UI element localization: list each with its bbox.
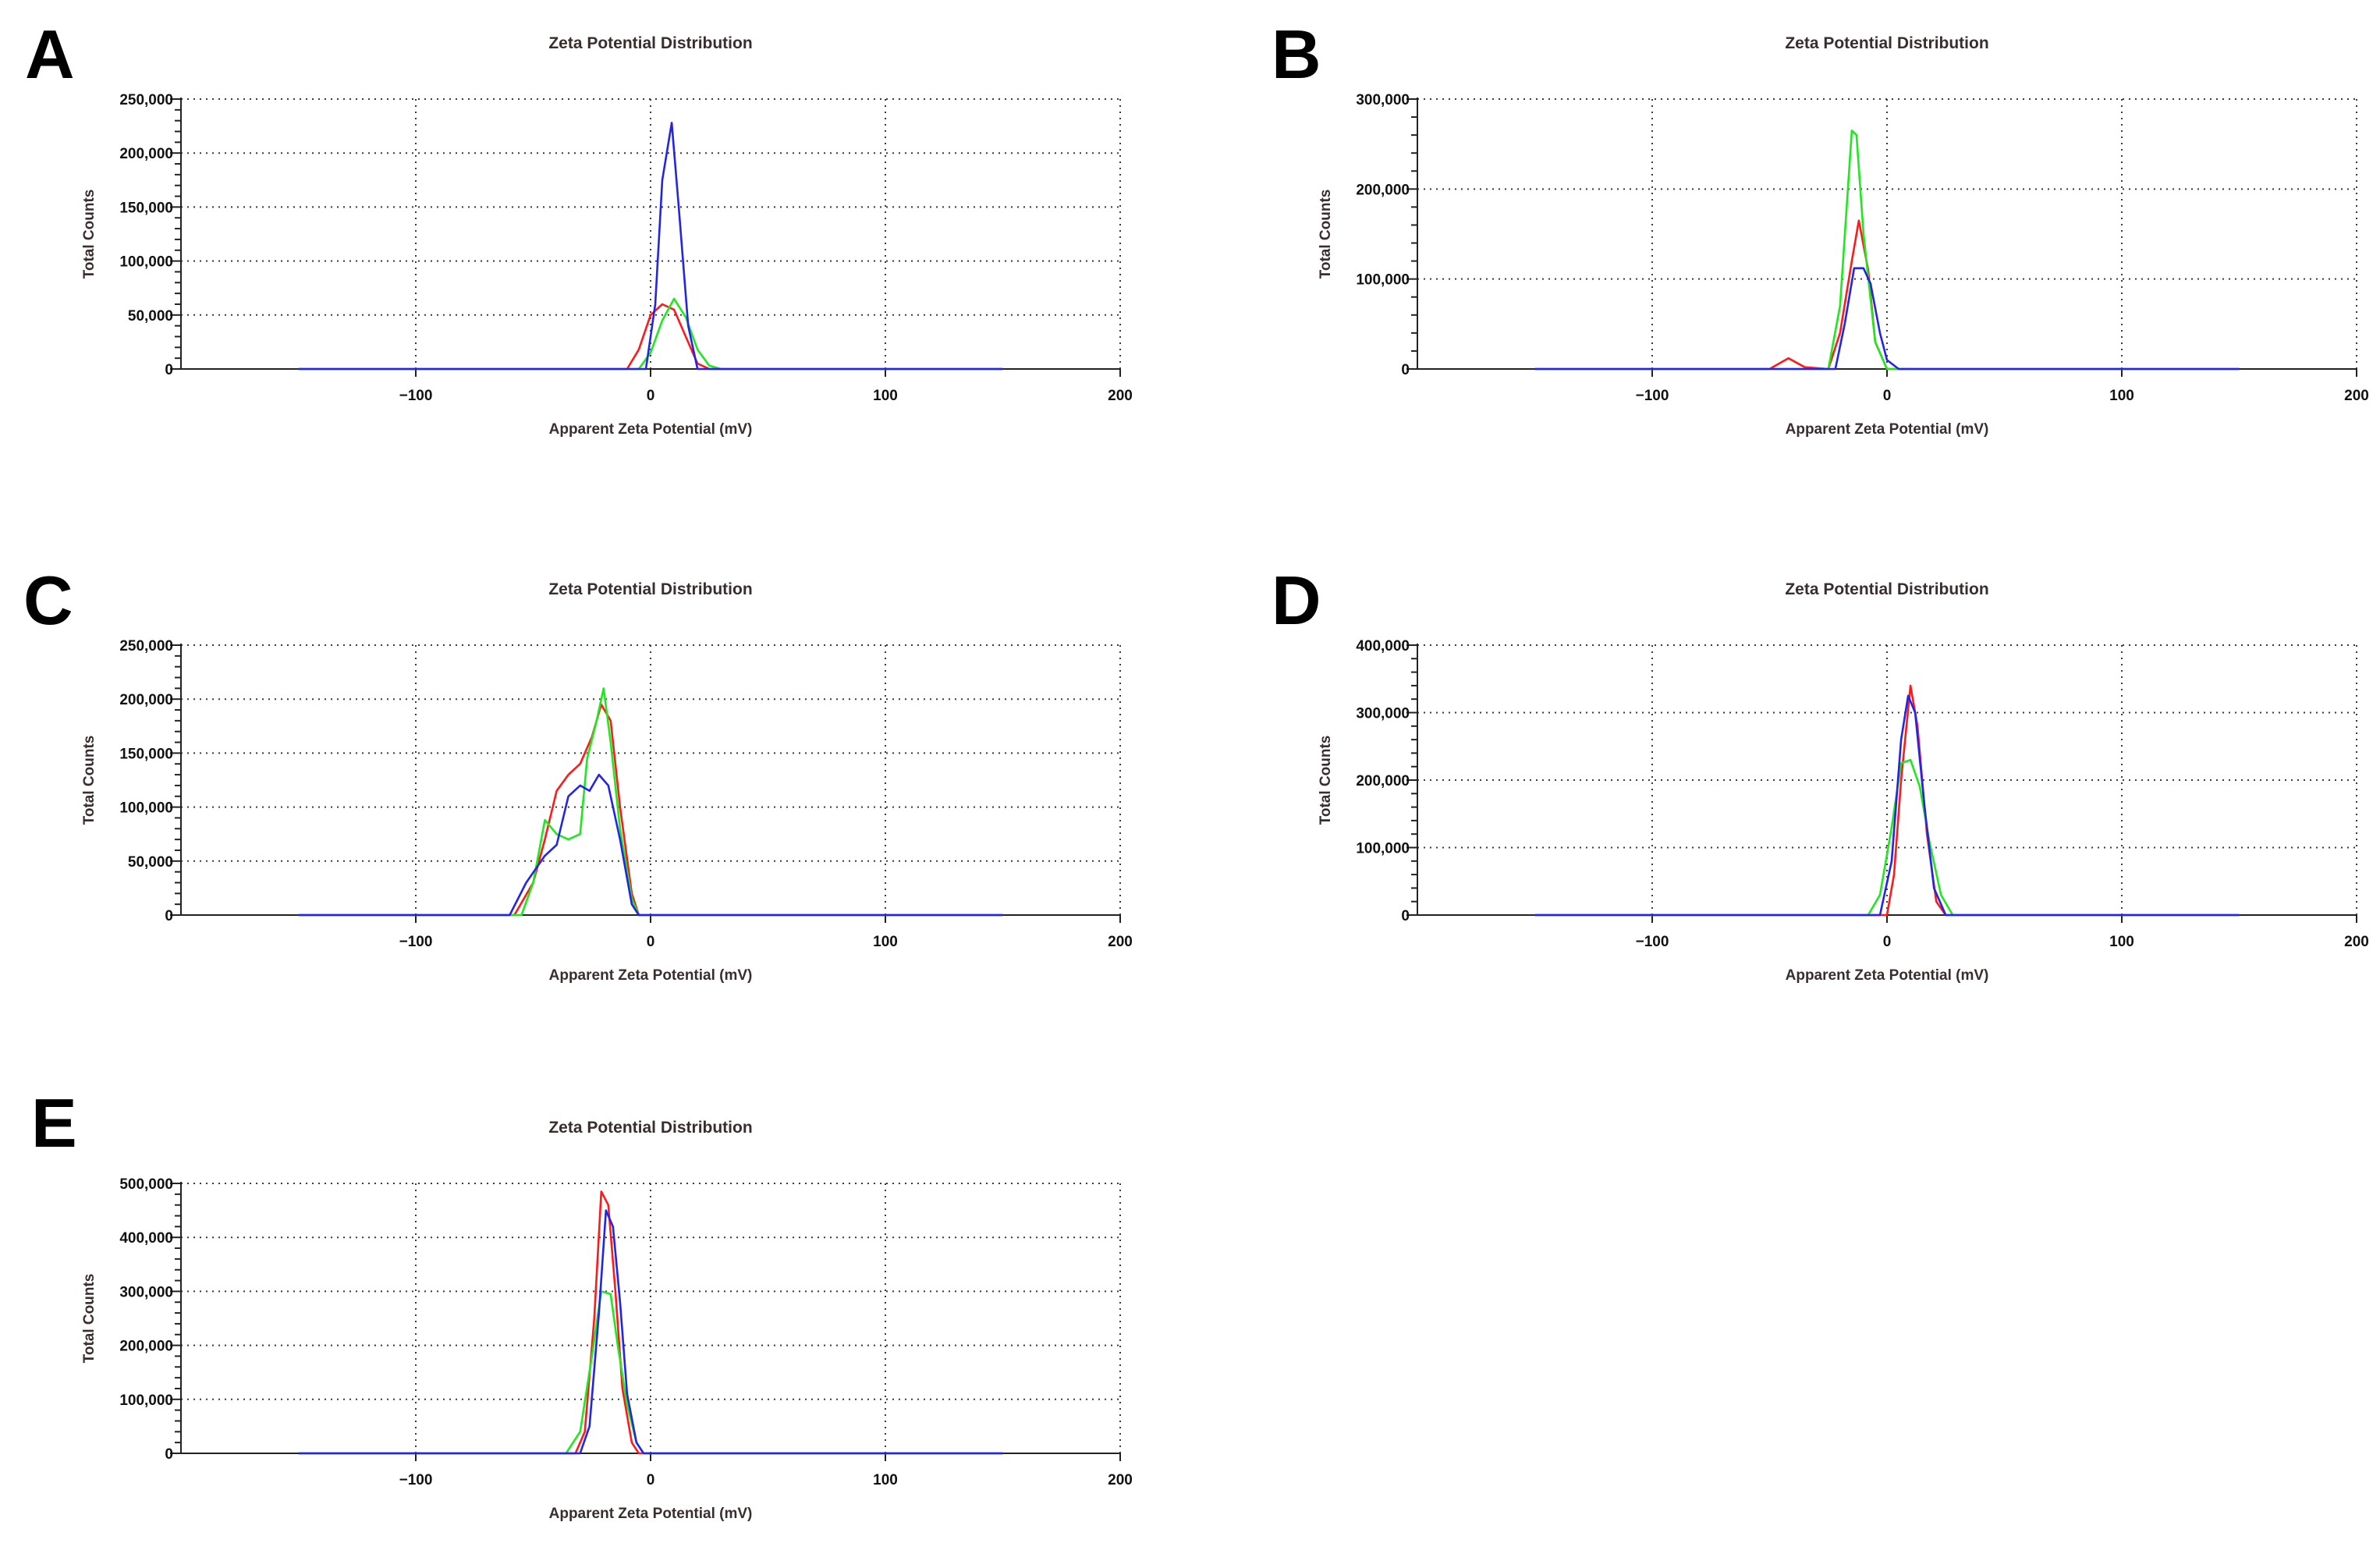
chart-panel-b: B 0 100,000 200,000 300,000 −100 0 100 200 Zeta … bbox=[1236, 0, 2380, 484]
x-tick-label: 100 bbox=[873, 388, 898, 404]
x-axis-label: Apparent Zeta Potential (mV) bbox=[549, 1506, 753, 1522]
y-tick-label: 400,000 bbox=[1356, 638, 1410, 655]
x-tick-label: 100 bbox=[2109, 388, 2134, 404]
y-tick-label: 200,000 bbox=[119, 146, 173, 162]
chart-panel-a: A 0 50,000 100,000 150,000 200,000 250,000 −10… bbox=[0, 0, 1194, 484]
plot-area: 0 50,000 100,000 150,000 200,000 250,000 −100 0… bbox=[81, 580, 1133, 984]
series-line-blue bbox=[1534, 267, 2240, 371]
chart-title: Zeta Potential Distribution bbox=[1785, 580, 1988, 598]
chart-title: Zeta Potential Distribution bbox=[1785, 34, 1988, 52]
x-tick-label: 0 bbox=[647, 1472, 655, 1488]
y-tick-label: 150,000 bbox=[119, 746, 173, 762]
y-tick-label: 0 bbox=[165, 1446, 173, 1463]
y-tick-label: 100,000 bbox=[1356, 272, 1410, 289]
series-line-green bbox=[1534, 758, 2240, 917]
x-tick-label: 100 bbox=[873, 934, 898, 950]
x-tick-label: −100 bbox=[399, 934, 433, 950]
x-tick-label: 200 bbox=[2344, 934, 2369, 950]
y-tick-label: 0 bbox=[1401, 908, 1410, 924]
x-tick-label: 0 bbox=[1883, 388, 1892, 404]
series-line-blue bbox=[298, 773, 1003, 917]
plot-area: 0 100,000 200,000 300,000 400,000 −100 0 100 200… bbox=[1318, 580, 2369, 984]
chart-panel-d: D 0 100,000 200,000 300,000 400,000 −100 0 100 2… bbox=[1236, 546, 2380, 1030]
series-line-green bbox=[298, 687, 1003, 917]
x-tick-label: 100 bbox=[2109, 934, 2134, 950]
x-tick-label: −100 bbox=[399, 388, 433, 404]
panel-letter: A bbox=[25, 16, 75, 93]
y-tick-label: 150,000 bbox=[119, 200, 173, 216]
y-tick-label: 0 bbox=[165, 362, 173, 378]
x-axis-label: Apparent Zeta Potential (mV) bbox=[549, 421, 753, 438]
panel-letter: E bbox=[31, 1084, 77, 1162]
series-line-red bbox=[298, 1190, 1003, 1455]
x-axis-label: Apparent Zeta Potential (mV) bbox=[549, 967, 753, 984]
y-tick-label: 50,000 bbox=[128, 308, 173, 325]
x-tick-label: 200 bbox=[1108, 934, 1133, 950]
y-tick-label: 250,000 bbox=[119, 92, 173, 108]
x-tick-label: 0 bbox=[1883, 934, 1892, 950]
y-tick-label: 100,000 bbox=[119, 800, 173, 817]
y-tick-label: 100,000 bbox=[1356, 841, 1410, 857]
y-tick-label: 100,000 bbox=[119, 254, 173, 271]
panel-letter: C bbox=[23, 562, 73, 639]
y-tick-label: 300,000 bbox=[1356, 706, 1410, 722]
chart-panel-c: C 0 50,000 100,000 150,000 200,000 250,000 −10… bbox=[0, 546, 1194, 1030]
y-tick-label: 300,000 bbox=[1356, 92, 1410, 108]
y-tick-label: 200,000 bbox=[119, 1339, 173, 1355]
chart-svg-c: C 0 50,000 100,000 150,000 200,000 250,000 −10… bbox=[23, 562, 1133, 984]
y-tick-label: 100,000 bbox=[119, 1392, 173, 1409]
panel-letter: B bbox=[1272, 16, 1321, 93]
y-tick-label: 200,000 bbox=[1356, 773, 1410, 789]
x-axis-label: Apparent Zeta Potential (mV) bbox=[1786, 421, 1989, 438]
y-axis-label: Total Counts bbox=[81, 190, 98, 279]
x-tick-label: 200 bbox=[1108, 388, 1133, 404]
panel-letter: D bbox=[1272, 562, 1321, 639]
plot-area: 0 50,000 100,000 150,000 200,000 250,000 −100 0… bbox=[81, 34, 1133, 438]
y-tick-label: 50,000 bbox=[128, 854, 173, 871]
series-line-green bbox=[298, 297, 1003, 371]
series-line-green bbox=[1534, 129, 2240, 371]
x-tick-label: −100 bbox=[399, 1472, 433, 1488]
plot-area: 0 100,000 200,000 300,000 −100 0 100 200 Zeta Po… bbox=[1318, 34, 2369, 438]
x-tick-label: 0 bbox=[647, 388, 655, 404]
y-tick-label: 250,000 bbox=[119, 638, 173, 655]
x-tick-label: 0 bbox=[647, 934, 655, 950]
chart-title: Zeta Potential Distribution bbox=[548, 34, 752, 52]
y-tick-label: 400,000 bbox=[119, 1230, 173, 1247]
chart-title: Zeta Potential Distribution bbox=[548, 1119, 752, 1137]
y-axis-label: Total Counts bbox=[81, 736, 98, 825]
y-axis-label: Total Counts bbox=[1318, 736, 1334, 825]
chart-svg-b: B 0 100,000 200,000 300,000 −100 0 100 200 Zeta … bbox=[1272, 16, 2369, 438]
y-axis-label: Total Counts bbox=[1318, 190, 1334, 279]
series-line-blue bbox=[298, 1209, 1003, 1455]
x-tick-label: 100 bbox=[873, 1472, 898, 1488]
series-line-red bbox=[298, 303, 1003, 371]
y-tick-label: 0 bbox=[165, 908, 173, 924]
x-axis-label: Apparent Zeta Potential (mV) bbox=[1786, 967, 1989, 984]
series-line-blue bbox=[1534, 694, 2240, 917]
y-tick-label: 0 bbox=[1401, 362, 1410, 378]
plot-area: 0 100,000 200,000 300,000 400,000 500,000 −100… bbox=[81, 1119, 1133, 1522]
y-tick-label: 300,000 bbox=[119, 1284, 173, 1300]
y-axis-label: Total Counts bbox=[81, 1274, 98, 1364]
y-tick-label: 200,000 bbox=[119, 692, 173, 708]
x-tick-label: 200 bbox=[1108, 1472, 1133, 1488]
chart-panel-e: E 0 100,000 200,000 300,000 400,000 500,000 −1… bbox=[0, 1084, 1194, 1568]
chart-svg-a: A 0 50,000 100,000 150,000 200,000 250,000 −10… bbox=[25, 16, 1133, 438]
chart-svg-e: E 0 100,000 200,000 300,000 400,000 500,000 −1… bbox=[31, 1084, 1133, 1522]
chart-title: Zeta Potential Distribution bbox=[548, 580, 752, 598]
x-tick-label: −100 bbox=[1636, 388, 1669, 404]
x-tick-label: −100 bbox=[1636, 934, 1669, 950]
x-tick-label: 200 bbox=[2344, 388, 2369, 404]
chart-svg-d: D 0 100,000 200,000 300,000 400,000 −100 0 100 2… bbox=[1272, 562, 2369, 984]
series-line-red bbox=[1534, 684, 2240, 917]
y-tick-label: 500,000 bbox=[119, 1176, 173, 1193]
series-line-blue bbox=[298, 122, 1003, 371]
y-tick-label: 200,000 bbox=[1356, 182, 1410, 198]
